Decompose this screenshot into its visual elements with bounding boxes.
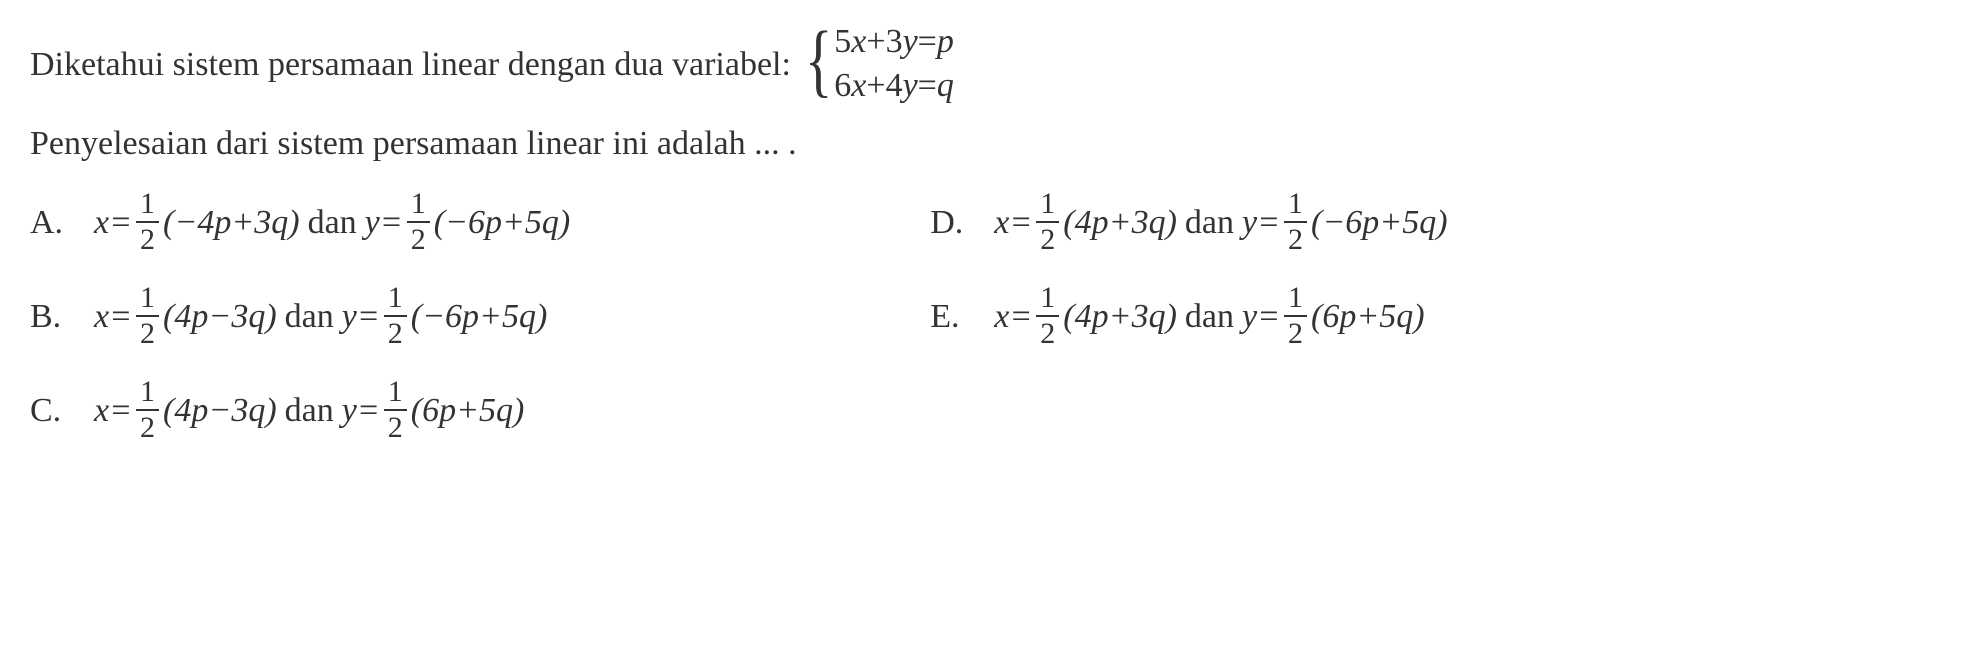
x-expression: (−4p+3q)	[163, 197, 300, 248]
fraction-num: 1	[1284, 189, 1307, 223]
fraction-den: 2	[136, 223, 159, 255]
var-y: y	[903, 67, 918, 104]
x-expression: (4p+3q)	[1063, 291, 1177, 342]
equations-group: 5x+3y=p 6x+4y=q	[834, 20, 954, 108]
fraction-half: 1 2	[1284, 283, 1307, 349]
equation-2: 6x+4y=q	[834, 64, 954, 108]
x-expression: (4p+3q)	[1063, 197, 1177, 248]
fraction-half: 1 2	[384, 377, 407, 443]
fraction-num: 1	[384, 377, 407, 411]
dan-text: dan	[1185, 197, 1234, 248]
fraction-num: 1	[136, 377, 159, 411]
question-block: Diketahui sistem persamaan linear dengan…	[30, 20, 1944, 169]
y-expression: (−6p+5q)	[1311, 197, 1448, 248]
x-expression: (4p−3q)	[163, 291, 277, 342]
option-label-c: C.	[30, 385, 70, 436]
option-c: C. x= 1 2 (4p−3q) dan y= 1 2 (6p+5q)	[30, 377, 570, 443]
fraction-half: 1 2	[136, 377, 159, 443]
option-c-math: x= 1 2 (4p−3q) dan y= 1 2 (6p+5q)	[94, 377, 524, 443]
y-expression: (6p+5q)	[411, 385, 525, 436]
fraction-num: 1	[407, 189, 430, 223]
equation-system: { 5x+3y=p 6x+4y=q	[799, 20, 954, 108]
coef-6: 6	[834, 67, 851, 104]
coef-4: 4	[886, 67, 903, 104]
dan-text: dan	[285, 291, 334, 342]
var-x: x	[851, 23, 866, 60]
plus-sign: +	[866, 23, 885, 60]
fraction-half: 1 2	[1284, 189, 1307, 255]
fraction-half: 1 2	[407, 189, 430, 255]
option-e-math: x= 1 2 (4p+3q) dan y= 1 2 (6p+5q)	[994, 283, 1424, 349]
fraction-num: 1	[1284, 283, 1307, 317]
x-equals: x=	[994, 291, 1032, 342]
eq-sign: =	[918, 67, 937, 104]
x-equals: x=	[94, 197, 132, 248]
option-e: E. x= 1 2 (4p+3q) dan y= 1 2 (6p+5q)	[930, 283, 1447, 349]
options-column-right: D. x= 1 2 (4p+3q) dan y= 1 2 (−6p+5q) E.	[930, 189, 1447, 443]
fraction-den: 2	[1036, 223, 1059, 255]
y-equals: y=	[1242, 197, 1280, 248]
fraction-half: 1 2	[1036, 283, 1059, 349]
x-equals: x=	[994, 197, 1032, 248]
fraction-half: 1 2	[384, 283, 407, 349]
var-p: p	[937, 23, 954, 60]
equation-1: 5x+3y=p	[834, 20, 954, 64]
fraction-den: 2	[384, 411, 407, 443]
y-equals: y=	[365, 197, 403, 248]
dan-text: dan	[1185, 291, 1234, 342]
fraction-den: 2	[407, 223, 430, 255]
fraction-num: 1	[136, 189, 159, 223]
intro-text: Diketahui sistem persamaan linear dengan…	[30, 39, 791, 90]
dan-text: dan	[308, 197, 357, 248]
fraction-den: 2	[136, 317, 159, 349]
var-q: q	[937, 67, 954, 104]
option-d: D. x= 1 2 (4p+3q) dan y= 1 2 (−6p+5q)	[930, 189, 1447, 255]
eq-sign: =	[918, 23, 937, 60]
options-column-left: A. x= 1 2 (−4p+3q) dan y= 1 2 (−6p+5q) B…	[30, 189, 570, 443]
option-label-a: A.	[30, 197, 70, 248]
question-line-2: Penyelesaian dari sistem persamaan linea…	[30, 118, 1944, 169]
fraction-den: 2	[136, 411, 159, 443]
coef-5: 5	[834, 23, 851, 60]
question-line-1: Diketahui sistem persamaan linear dengan…	[30, 20, 1944, 108]
y-equals: y=	[342, 291, 380, 342]
fraction-den: 2	[1284, 223, 1307, 255]
left-brace-icon: {	[805, 27, 833, 93]
option-b-math: x= 1 2 (4p−3q) dan y= 1 2 (−6p+5q)	[94, 283, 547, 349]
option-d-math: x= 1 2 (4p+3q) dan y= 1 2 (−6p+5q)	[994, 189, 1447, 255]
var-x: x	[851, 67, 866, 104]
fraction-num: 1	[384, 283, 407, 317]
x-expression: (4p−3q)	[163, 385, 277, 436]
y-expression: (−6p+5q)	[411, 291, 548, 342]
option-label-e: E.	[930, 291, 970, 342]
fraction-half: 1 2	[136, 189, 159, 255]
dan-text: dan	[285, 385, 334, 436]
fraction-den: 2	[384, 317, 407, 349]
var-y: y	[903, 23, 918, 60]
options-container: A. x= 1 2 (−4p+3q) dan y= 1 2 (−6p+5q) B…	[30, 189, 1944, 443]
coef-3: 3	[886, 23, 903, 60]
y-equals: y=	[342, 385, 380, 436]
x-equals: x=	[94, 291, 132, 342]
plus-sign: +	[866, 67, 885, 104]
fraction-num: 1	[1036, 283, 1059, 317]
y-expression: (6p+5q)	[1311, 291, 1425, 342]
fraction-half: 1 2	[1036, 189, 1059, 255]
option-b: B. x= 1 2 (4p−3q) dan y= 1 2 (−6p+5q)	[30, 283, 570, 349]
fraction-num: 1	[136, 283, 159, 317]
option-a: A. x= 1 2 (−4p+3q) dan y= 1 2 (−6p+5q)	[30, 189, 570, 255]
y-equals: y=	[1242, 291, 1280, 342]
fraction-half: 1 2	[136, 283, 159, 349]
y-expression: (−6p+5q)	[434, 197, 571, 248]
fraction-den: 2	[1284, 317, 1307, 349]
x-equals: x=	[94, 385, 132, 436]
option-label-b: B.	[30, 291, 70, 342]
option-label-d: D.	[930, 197, 970, 248]
fraction-num: 1	[1036, 189, 1059, 223]
fraction-den: 2	[1036, 317, 1059, 349]
option-a-math: x= 1 2 (−4p+3q) dan y= 1 2 (−6p+5q)	[94, 189, 570, 255]
